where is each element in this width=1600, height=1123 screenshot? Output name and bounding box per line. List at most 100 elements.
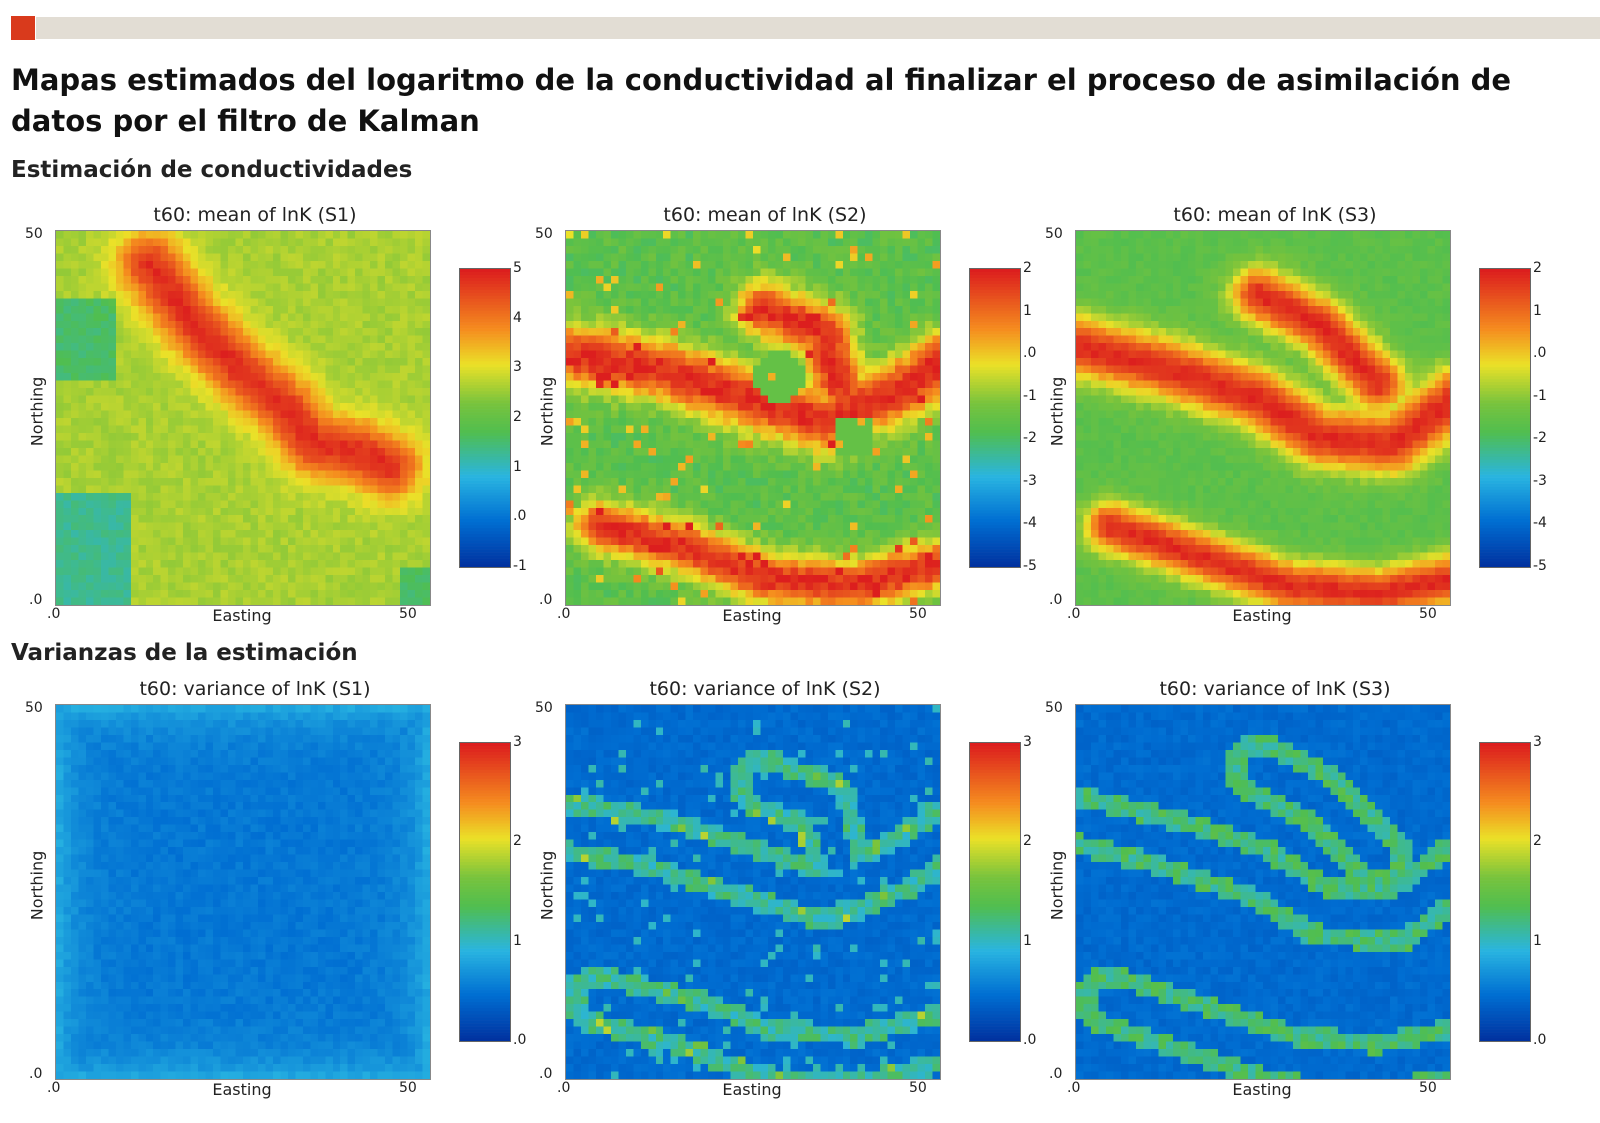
heatmap-cell <box>648 320 656 329</box>
heatmap-cell <box>805 373 813 381</box>
heatmap-cell <box>738 425 746 434</box>
heatmap-cell <box>115 500 124 508</box>
heatmap-cell <box>603 275 612 284</box>
heatmap-cell <box>168 522 176 531</box>
heatmap-cell <box>693 597 701 605</box>
heatmap-cell <box>257 290 266 299</box>
heatmap-cell <box>108 507 116 516</box>
heatmap-cell <box>168 537 176 546</box>
heatmap-cell <box>782 283 791 291</box>
heatmap-cell <box>925 530 933 538</box>
heatmap-cell <box>265 425 274 434</box>
heatmap-cell <box>932 500 940 508</box>
heatmap-cell <box>573 320 582 329</box>
heatmap-cell <box>700 522 709 531</box>
heatmap-cell <box>573 275 582 284</box>
heatmap-cell <box>355 410 363 419</box>
heatmap-cell <box>183 545 191 553</box>
heatmap-cell <box>250 380 259 389</box>
heatmap-cell <box>265 275 274 284</box>
heatmap-cell <box>842 290 851 299</box>
heatmap-cell <box>183 515 191 523</box>
heatmap-cell <box>347 365 356 374</box>
heatmap-cell <box>812 522 821 531</box>
heatmap-cell <box>925 388 933 396</box>
heatmap-cell <box>392 582 401 591</box>
heatmap-cell <box>932 567 940 576</box>
heatmap-cell <box>108 283 116 291</box>
heatmap-cell <box>168 268 176 277</box>
heatmap-cell <box>760 500 769 508</box>
heatmap-cell <box>235 560 244 568</box>
heatmap-cell <box>93 410 102 419</box>
heatmap-cell <box>595 477 604 486</box>
heatmap-cell <box>625 373 634 381</box>
heatmap-cell <box>370 231 378 239</box>
heatmap-cell <box>385 455 393 464</box>
heatmap-cell <box>160 403 169 411</box>
heatmap-cell <box>603 320 612 329</box>
heatmap-cell <box>633 335 641 344</box>
heatmap-cell <box>235 260 244 269</box>
heatmap-cell <box>213 238 221 247</box>
heatmap-cell <box>332 290 341 299</box>
heatmap-cell <box>670 290 679 299</box>
heatmap-cell <box>887 462 896 471</box>
heatmap-cell <box>670 268 679 277</box>
heatmap-cell <box>588 425 597 434</box>
heatmap-cell <box>130 492 139 501</box>
heatmap-cell <box>595 537 604 546</box>
heatmap-cell <box>228 395 236 404</box>
heatmap-cell <box>415 328 423 336</box>
heatmap-cell <box>670 597 679 605</box>
heatmap-cell <box>56 418 64 426</box>
heatmap-cell <box>790 283 799 291</box>
heatmap-cell <box>850 410 858 419</box>
heatmap-cell <box>153 328 161 336</box>
heatmap-cell <box>820 358 828 366</box>
heatmap-cell <box>228 358 236 366</box>
heatmap-cell <box>880 395 888 404</box>
heatmap-cell <box>693 500 701 508</box>
heatmap-cell <box>782 373 791 381</box>
heatmap-cell <box>302 477 311 486</box>
heatmap-cell <box>566 343 574 351</box>
heatmap-cell <box>355 260 363 269</box>
heatmap-cell <box>648 403 656 411</box>
heatmap-cell <box>347 350 356 359</box>
heatmap-cell <box>820 432 828 441</box>
heatmap-cell <box>400 530 408 538</box>
heatmap-cell <box>663 231 671 239</box>
heatmap-cell <box>138 298 146 306</box>
heatmap-cell <box>708 253 716 262</box>
heatmap-cell <box>220 567 229 576</box>
heatmap-cell <box>760 470 769 478</box>
heatmap-cell <box>902 343 911 351</box>
heatmap-cell <box>618 597 626 605</box>
heatmap-cell <box>618 275 626 284</box>
heatmap-cell <box>332 522 341 531</box>
heatmap-cell <box>715 447 724 456</box>
heatmap-cell <box>850 545 858 553</box>
heatmap-cell <box>310 515 318 523</box>
heatmap-cell <box>887 485 896 493</box>
heatmap-cell <box>625 597 634 605</box>
heatmap-cell <box>880 238 888 247</box>
heatmap-cell <box>715 290 724 299</box>
heatmap-cell <box>332 455 341 464</box>
heatmap-cell <box>917 432 926 441</box>
heatmap-cell <box>123 462 131 471</box>
heatmap-cell <box>160 500 169 508</box>
heatmap-cell <box>228 275 236 284</box>
heatmap-cell <box>422 515 430 523</box>
heatmap-cell <box>243 403 251 411</box>
heatmap-cell <box>708 447 716 456</box>
heatmap-cell <box>580 335 589 344</box>
heatmap-cell <box>895 313 903 321</box>
heatmap-cell <box>625 298 634 306</box>
heatmap-cell <box>362 245 371 254</box>
heatmap-cell <box>633 530 641 538</box>
heatmap-cell <box>685 320 694 329</box>
heatmap-cell <box>145 298 154 306</box>
heatmap-cell <box>902 275 911 284</box>
